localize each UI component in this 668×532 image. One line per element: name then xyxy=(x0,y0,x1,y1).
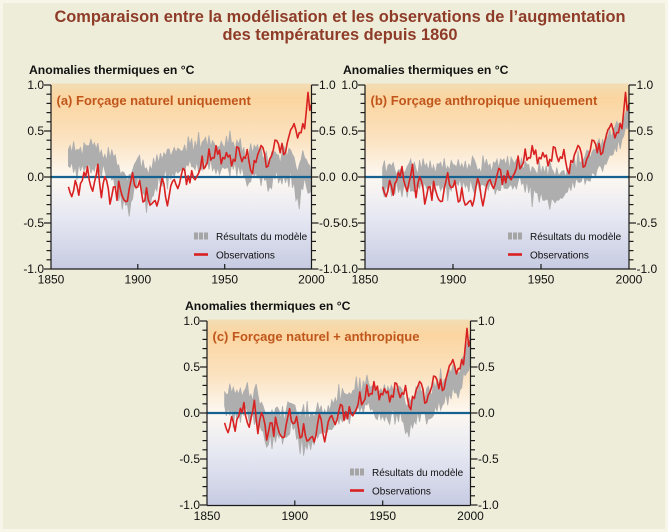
svg-text:-1.0: -1.0 xyxy=(478,498,499,512)
svg-text:-1.0: -1.0 xyxy=(637,262,658,276)
svg-text:-0.5: -0.5 xyxy=(179,452,200,466)
svg-text:2000: 2000 xyxy=(616,273,643,287)
svg-text:1950: 1950 xyxy=(211,273,238,287)
svg-text:Comparaison entre la modélisat: Comparaison entre la modélisation et les… xyxy=(54,8,625,26)
svg-text:(b) Forçage anthropique unique: (b) Forçage anthropique uniquement xyxy=(371,93,598,108)
svg-text:1950: 1950 xyxy=(528,273,555,287)
svg-text:1.0: 1.0 xyxy=(637,78,654,92)
svg-text:1850: 1850 xyxy=(194,509,221,523)
svg-text:1.0: 1.0 xyxy=(27,78,44,92)
svg-text:Anomalies thermiques en °C: Anomalies thermiques en °C xyxy=(29,63,195,77)
svg-text:-1.0: -1.0 xyxy=(179,498,200,512)
svg-text:1900: 1900 xyxy=(281,509,308,523)
svg-text:-1.0: -1.0 xyxy=(23,262,44,276)
svg-text:-0.5: -0.5 xyxy=(337,216,358,230)
svg-text:0.0: 0.0 xyxy=(478,406,495,420)
svg-text:2000: 2000 xyxy=(457,509,484,523)
svg-text:-0.5: -0.5 xyxy=(637,216,658,230)
svg-text:des températures depuis 1860: des températures depuis 1860 xyxy=(222,26,457,44)
svg-text:1.0: 1.0 xyxy=(319,78,336,92)
svg-text:Observations: Observations xyxy=(530,251,589,262)
svg-text:1850: 1850 xyxy=(352,273,379,287)
svg-text:1.0: 1.0 xyxy=(183,314,200,328)
svg-text:2000: 2000 xyxy=(298,273,325,287)
svg-text:0.5: 0.5 xyxy=(183,360,200,374)
svg-text:0.0: 0.0 xyxy=(341,170,358,184)
svg-text:Anomalies thermiques en °C: Anomalies thermiques en °C xyxy=(343,63,509,77)
svg-text:0.5: 0.5 xyxy=(27,124,44,138)
svg-text:1850: 1850 xyxy=(38,273,65,287)
svg-text:0.5: 0.5 xyxy=(319,124,336,138)
svg-text:1.0: 1.0 xyxy=(478,314,495,328)
svg-text:0.5: 0.5 xyxy=(478,360,495,374)
svg-text:-1.0: -1.0 xyxy=(319,262,340,276)
svg-text:Résultats du modèle: Résultats du modèle xyxy=(216,232,308,243)
svg-text:-0.5: -0.5 xyxy=(23,216,44,230)
svg-text:(a) Forçage naturel uniquement: (a) Forçage naturel uniquement xyxy=(57,93,252,108)
svg-text:-0.5: -0.5 xyxy=(478,452,499,466)
svg-text:Observations: Observations xyxy=(216,251,275,262)
svg-text:1900: 1900 xyxy=(124,273,151,287)
svg-text:Résultats du modèle: Résultats du modèle xyxy=(372,468,464,479)
svg-text:0.0: 0.0 xyxy=(319,170,336,184)
svg-text:0.0: 0.0 xyxy=(637,170,654,184)
svg-text:(c) Forçage naturel + anthropi: (c) Forçage naturel + anthropique xyxy=(213,329,420,344)
svg-text:Observations: Observations xyxy=(372,487,431,498)
svg-text:1.0: 1.0 xyxy=(341,78,358,92)
svg-text:-1.0: -1.0 xyxy=(337,262,358,276)
svg-text:0.0: 0.0 xyxy=(27,170,44,184)
svg-text:0.5: 0.5 xyxy=(637,124,654,138)
svg-text:1900: 1900 xyxy=(440,273,467,287)
svg-text:1950: 1950 xyxy=(369,509,396,523)
svg-text:Résultats du modèle: Résultats du modèle xyxy=(530,232,622,243)
svg-text:0.0: 0.0 xyxy=(183,406,200,420)
svg-text:Anomalies thermiques en °C: Anomalies thermiques en °C xyxy=(185,299,351,313)
svg-text:0.5: 0.5 xyxy=(341,124,358,138)
svg-text:-0.5: -0.5 xyxy=(319,216,340,230)
